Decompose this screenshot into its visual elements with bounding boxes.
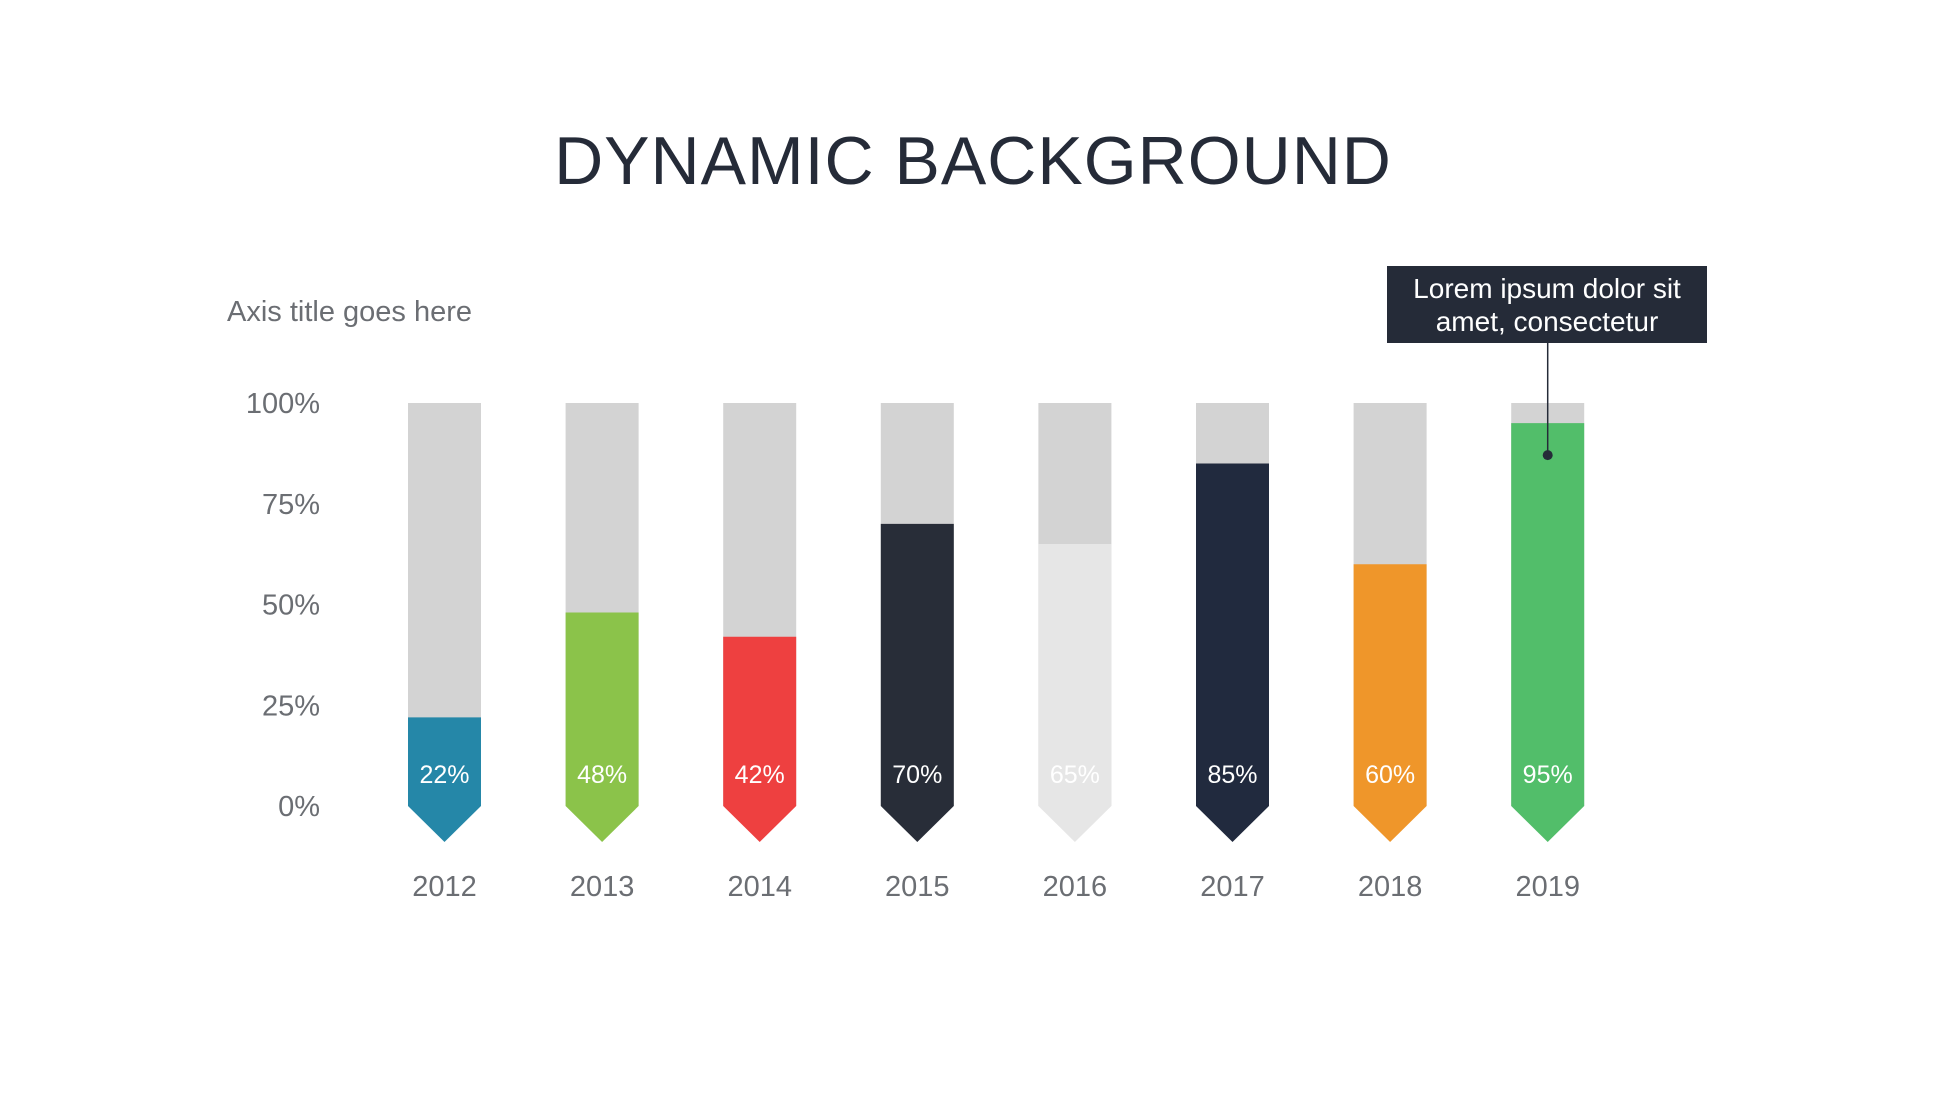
bars: 22% 48% 42% 70% 65% 85% 60% 95% xyxy=(408,403,1585,842)
x-tick-label: 2012 xyxy=(412,871,477,903)
bar-2018 xyxy=(1353,564,1427,842)
annotation-leader xyxy=(1542,343,1553,461)
bar-2014 xyxy=(723,636,797,842)
x-tick-label: 2018 xyxy=(1358,871,1423,903)
bar-value-label: 95% xyxy=(1523,761,1573,789)
x-tick-label: 2017 xyxy=(1200,871,1265,903)
bar-value-label: 60% xyxy=(1365,761,1415,789)
bar-2016 xyxy=(1038,544,1112,842)
x-tick-label: 2015 xyxy=(885,871,950,903)
bar-2012 xyxy=(408,717,481,842)
x-tick-label: 2016 xyxy=(1043,871,1108,903)
annotation-line-2: amet, consectetur xyxy=(1435,305,1659,337)
bar-2013 xyxy=(565,612,639,842)
y-tick-label: 75% xyxy=(262,489,320,521)
y-tick-label: 0% xyxy=(278,791,320,823)
annotation-line-1: Lorem ipsum dolor sit xyxy=(1413,272,1681,304)
y-tick-label: 25% xyxy=(262,690,320,722)
bar-value-label: 65% xyxy=(1050,761,1100,789)
bar-2019 xyxy=(1511,423,1585,842)
bar-value-label: 42% xyxy=(735,761,785,789)
bar-value-label: 48% xyxy=(577,761,627,789)
x-tick-label: 2019 xyxy=(1515,871,1580,903)
x-tick-label: 2013 xyxy=(570,871,635,903)
y-tick-label: 50% xyxy=(262,590,320,622)
bar-2015 xyxy=(880,523,954,842)
bar-2017 xyxy=(1196,463,1269,842)
x-tick-label: 2014 xyxy=(727,871,792,903)
y-axis-ticks: 0% 25% 50% 75% 100% xyxy=(246,388,320,823)
annotation-dot xyxy=(1542,450,1553,461)
annotation-callout: Lorem ipsum dolor sit amet, consectetur xyxy=(1387,266,1707,343)
y-axis-title: Axis title goes here xyxy=(227,296,473,328)
chart-title: DYNAMIC BACKGROUND xyxy=(554,123,1392,199)
y-tick-label: 100% xyxy=(246,388,320,420)
bar-value-label: 85% xyxy=(1207,761,1257,789)
bar-value-label: 22% xyxy=(419,761,469,789)
x-axis-labels: 2012 2013 2014 2015 2016 2017 2018 2019 xyxy=(412,871,1580,903)
bar-value-label: 70% xyxy=(892,761,942,789)
